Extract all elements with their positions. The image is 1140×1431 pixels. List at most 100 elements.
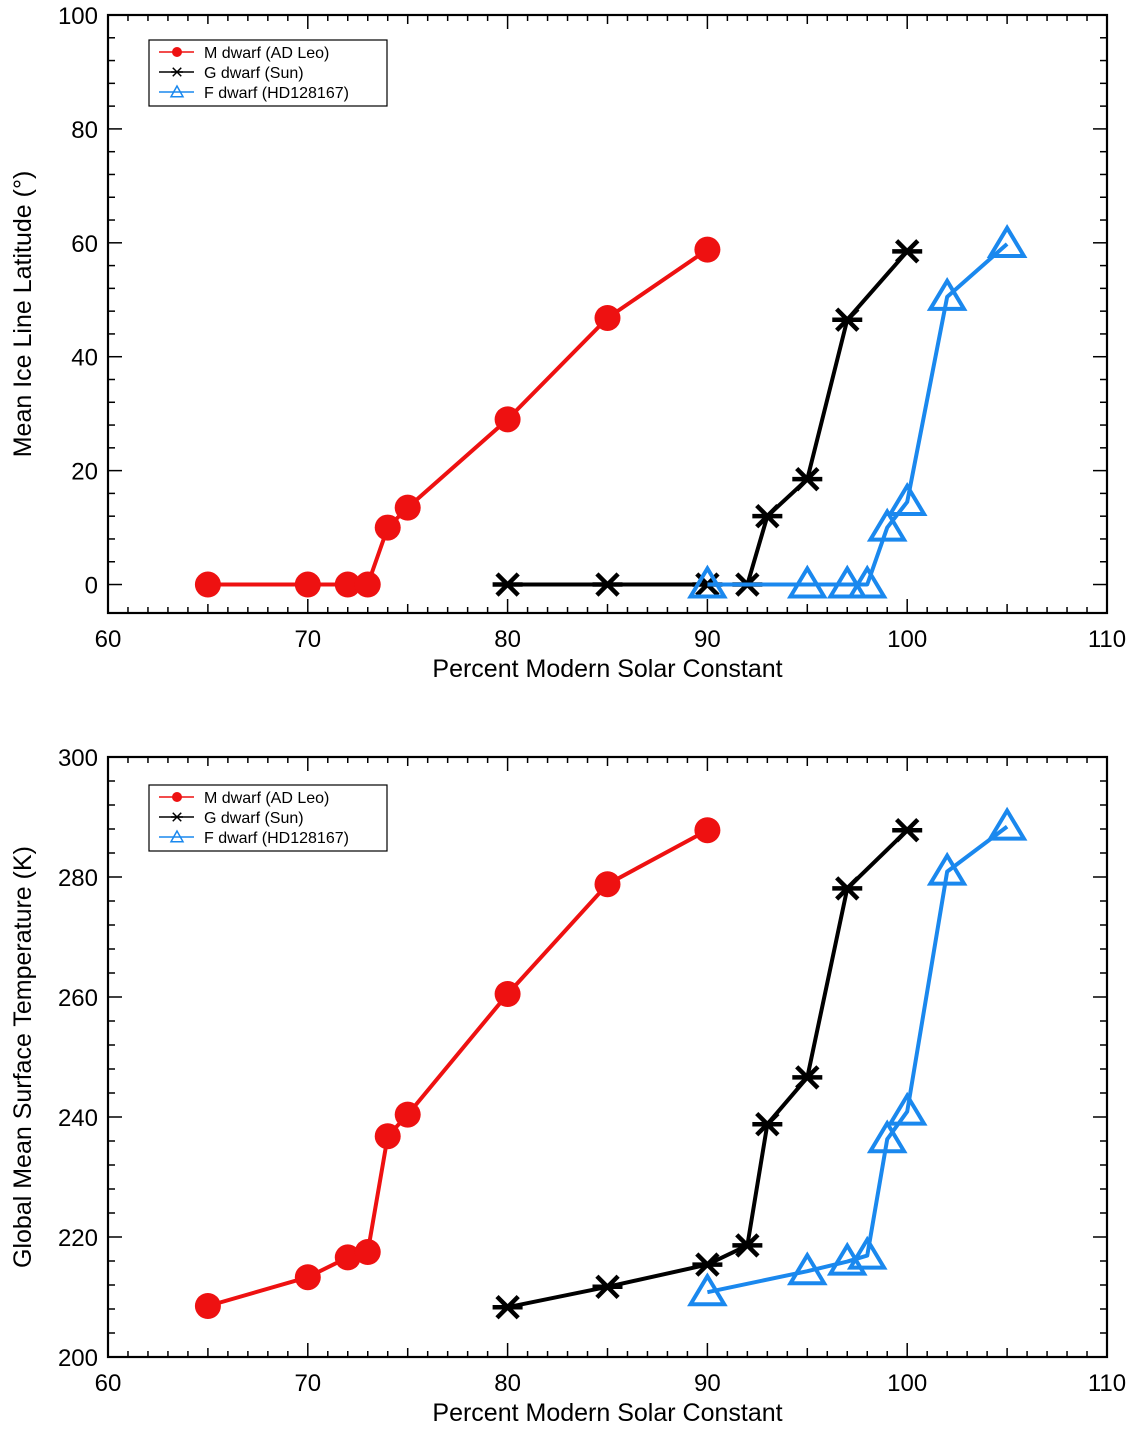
data-point [886,482,928,516]
legend-label: G dwarf (Sun) [204,65,304,82]
x-tick-label: 90 [694,1370,721,1397]
data-point [752,503,783,529]
data-point [354,1239,381,1265]
data-point [926,277,968,311]
series-line [707,242,1009,587]
y-tick-label: 20 [71,459,98,486]
x-tick-label: 80 [494,626,521,653]
series-line [507,250,909,587]
data-point [194,571,221,598]
data-point [826,564,868,599]
legend-marker [169,829,185,843]
data-point [886,1091,928,1126]
legend-entry: M dwarf (AD Leo) [159,45,329,62]
data-point [926,851,968,886]
legend-entry: G dwarf (Sun) [159,65,304,82]
data-point [494,406,521,433]
legend-marker [171,67,183,77]
y-tick-label: 100 [58,3,98,30]
series-line [507,828,909,1310]
data-point [732,1233,763,1258]
data-point [986,224,1028,258]
legend-box [148,39,388,107]
data-point [892,239,923,264]
y-tick-label: 40 [71,345,98,372]
y-tick-label: 220 [58,1225,98,1252]
data-point [692,1252,723,1277]
data-point [374,514,401,541]
x-tick-label: 100 [887,1370,927,1397]
data-point [354,571,381,598]
y-tick-label: 240 [58,1105,98,1132]
x-axis-title: Percent Modern Solar Constant [432,655,782,683]
data-point [334,571,361,598]
legend: M dwarf (AD Leo) G dwarf (Sun) F dwarf (HD… [148,784,388,852]
legend-entry: F dwarf (HD128167) [159,84,349,102]
y-tick-label: 260 [58,985,98,1012]
data-point [492,1295,523,1320]
series-1 [194,817,721,1319]
series-line [207,247,709,587]
legend-marker [172,792,182,802]
data-point [594,871,621,898]
data-point [792,466,823,492]
legend-label: M dwarf (AD Leo) [204,790,329,807]
x-tick-label: 80 [494,1370,521,1397]
legend-entry: F dwarf (HD128167) [159,829,349,847]
x-tick-label: 70 [294,626,321,653]
legend-entry: G dwarf (Sun) [159,810,304,827]
y-tick-label: 0 [85,573,98,600]
data-point [374,1123,401,1150]
x-tick-label: 110 [1088,1370,1126,1397]
data-point [986,806,1028,841]
series-2 [492,818,923,1320]
x-tick-label: 110 [1088,626,1126,653]
data-point [866,507,908,542]
x-tick-label: 100 [887,626,927,653]
y-tick-label: 80 [71,117,98,144]
data-point [592,572,623,597]
y-axis-title: Global Mean Surface Temperature (K) [9,846,37,1268]
x-axis-title: Percent Modern Solar Constant [432,1399,782,1427]
y-axis-title: Mean Ice Line Latitude (°) [9,171,37,458]
data-point [832,876,863,901]
data-point [687,1272,728,1307]
x-tick-label: 60 [95,626,122,653]
legend-marker [171,812,183,822]
series-3 [687,224,1028,599]
data-point [786,1251,828,1286]
data-point [846,1235,888,1270]
data-point [194,1293,221,1319]
data-point [694,236,721,263]
series-1 [194,236,721,598]
legend-label: F dwarf (HD128167) [204,830,349,847]
chart-panel-1: 60 70 80 90 100 110 0 20 40 60 80 100 Percent Modern… [9,3,1126,683]
data-point [494,981,521,1007]
legend-label: M dwarf (AD Leo) [204,45,329,62]
legend-label: G dwarf (Sun) [204,810,304,827]
data-point [752,1112,783,1137]
data-point [846,564,888,599]
y-tick-label: 60 [71,231,98,258]
legend-label: F dwarf (HD128167) [204,85,349,102]
legend-box [148,784,388,852]
series-2 [492,239,923,597]
x-tick-label: 90 [694,626,721,653]
series-3 [687,806,1028,1307]
series-line [207,828,709,1308]
data-point [594,304,621,331]
legend-marker [172,47,182,57]
x-tick-label: 60 [95,1370,122,1397]
data-point [294,1264,321,1291]
legend-marker [169,84,185,98]
data-point [687,564,728,599]
data-point [832,307,863,332]
y-tick-label: 200 [58,1345,98,1372]
data-point [394,1101,421,1128]
y-tick-label: 300 [58,745,98,772]
data-point [786,564,828,599]
data-point [294,571,321,598]
data-point [334,1244,361,1271]
data-point [892,818,923,843]
